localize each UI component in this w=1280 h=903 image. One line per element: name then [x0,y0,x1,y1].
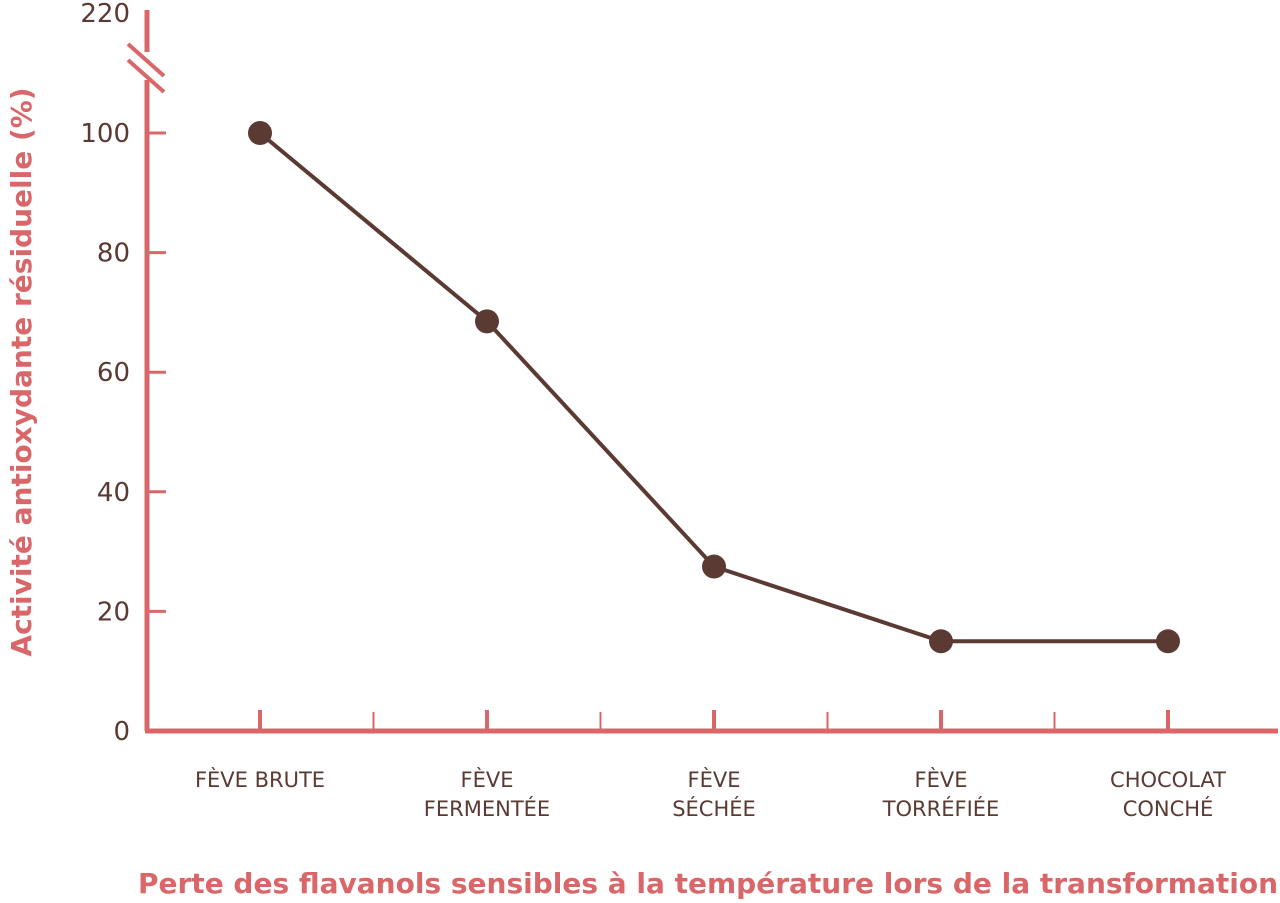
y-tick-label: 60 [97,358,130,388]
series-group [248,121,1180,654]
data-point [1156,629,1180,654]
y-axis-title: Activité antioxydante résiduelle (%) [5,87,38,656]
y-ticks: 0 20 40 60 80 100 [80,119,166,747]
y-tick-label: 20 [97,597,130,627]
y-tick-label: 40 [97,478,130,508]
data-point [475,309,499,334]
x-ticks [258,710,1170,731]
x-tick-label: FÈVE TORRÉFIÉE [882,767,1000,821]
x-axis-title: Perte des flavanols sensibles à la tempé… [138,867,1278,900]
x-tick-label: FÈVE FERMENTÉE [424,767,550,821]
y-break-tick-label: 220 [80,0,130,29]
y-tick-label: 100 [80,119,130,149]
x-tick-label: CHOCOLAT CONCHÉ [1110,768,1226,821]
data-point [702,554,726,579]
axis-break-mark [126,58,166,94]
category-labels: FÈVE BRUTE FÈVE FERMENTÉE FÈVE SÉCHÉE FÈVE TOR… [195,767,1226,821]
y-tick-label: 0 [113,717,130,747]
data-point [248,121,272,145]
data-point [929,629,953,654]
axis-break-mark [126,42,166,78]
x-tick-label: FÈVE SÉCHÉE [672,767,756,821]
x-tick-label: FÈVE BRUTE [195,767,325,792]
y-tick-label: 80 [97,239,130,269]
